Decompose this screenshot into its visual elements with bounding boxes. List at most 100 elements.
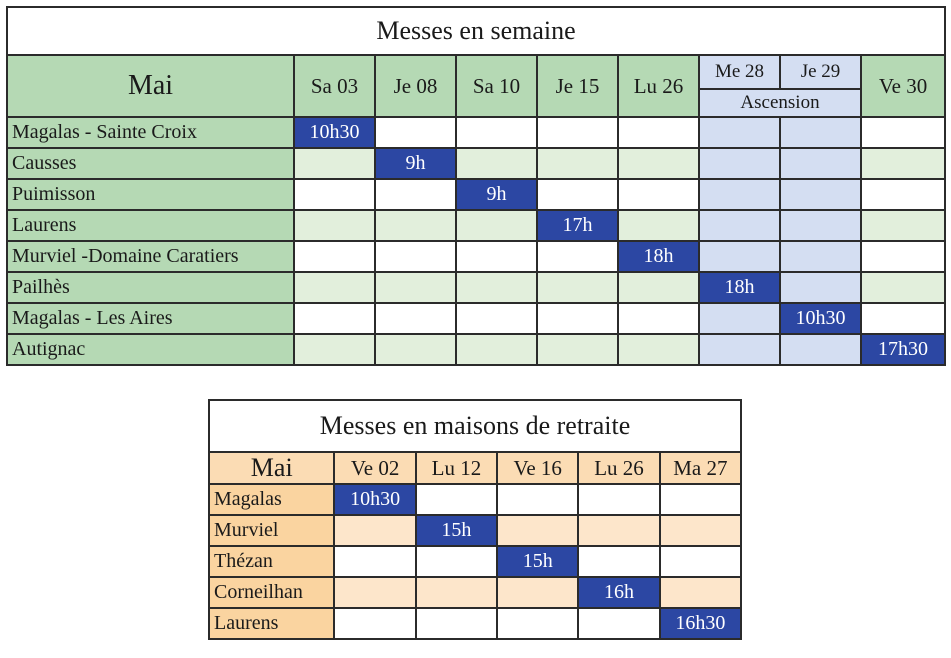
schedule-cell [658, 483, 743, 516]
schedule-cell [374, 240, 457, 273]
day-header: Ve 02 [333, 451, 417, 485]
location-label: Laurens [207, 607, 336, 640]
schedule-cell [414, 607, 499, 640]
day-header: Lu 12 [414, 451, 499, 485]
location-label: Puimisson [6, 178, 295, 211]
schedule-cell [698, 333, 781, 366]
schedule-cell [779, 333, 862, 366]
table-row: Laurens 17h [6, 209, 947, 242]
schedule-cell [374, 116, 457, 149]
schedule-cell [577, 514, 661, 547]
schedule-cell: 17h30 [859, 333, 947, 366]
schedule-cell [496, 514, 580, 547]
schedule-cell [496, 607, 580, 640]
day-header: Je 08 [374, 54, 457, 118]
schedule-cell: 10h30 [293, 116, 376, 149]
schedule-cell [293, 178, 376, 211]
schedule-cell [293, 271, 376, 304]
schedule-cell [577, 545, 661, 578]
schedule-cell [333, 576, 417, 609]
schedule-cell: 15h [496, 545, 580, 578]
schedule-cell [455, 302, 538, 335]
schedule-cell [333, 514, 417, 547]
schedule-cell [536, 240, 619, 273]
schedule-cell [859, 209, 947, 242]
day-header: Lu 26 [617, 54, 700, 118]
schedule-cell [455, 209, 538, 242]
schedule-cell [414, 545, 499, 578]
table-row: Murviel 15h [207, 514, 743, 547]
schedule-cell [859, 271, 947, 304]
schedule-cell [333, 545, 417, 578]
schedule-cell [536, 333, 619, 366]
table-row: Laurens 16h30 [207, 607, 743, 640]
schedule-cell [293, 147, 376, 180]
schedule-cell [293, 240, 376, 273]
table-row: Magalas - Sainte Croix 10h30 [6, 116, 947, 149]
schedule-cell [374, 271, 457, 304]
schedule-cell [617, 209, 700, 242]
schedule-cell [698, 240, 781, 273]
schedule-cell [455, 271, 538, 304]
location-label: Thézan [207, 545, 336, 578]
day-header: Je 15 [536, 54, 619, 118]
table-row: Pailhès 18h [6, 271, 947, 304]
table-row: Corneilhan 16h [207, 576, 743, 609]
location-label: Pailhès [6, 271, 295, 304]
schedule-cell [859, 116, 947, 149]
table-row: Thézan 15h [207, 545, 743, 578]
schedule-cell: 9h [455, 178, 538, 211]
schedule-cell [496, 483, 580, 516]
retirement-home-mass-table: Messes en maisons de retraite Mai Ve 02 … [207, 399, 743, 640]
table-row: Puimisson 9h [6, 178, 947, 211]
location-label: Corneilhan [207, 576, 336, 609]
schedule-cell [617, 147, 700, 180]
schedule-cell [698, 302, 781, 335]
schedule-cell: 16h30 [658, 607, 743, 640]
location-label: Murviel -Domaine Caratiers [6, 240, 295, 273]
schedule-cell [455, 116, 538, 149]
schedule-cell [414, 483, 499, 516]
schedule-cell [577, 483, 661, 516]
day-header: Sa 10 [455, 54, 538, 118]
day-header: Ve 16 [496, 451, 580, 485]
schedule-cell [779, 178, 862, 211]
schedule-cell: 16h [577, 576, 661, 609]
ascension-label: Ascension [698, 88, 862, 118]
schedule-cell [496, 576, 580, 609]
schedule-cell [779, 116, 862, 149]
day-header: Sa 03 [293, 54, 376, 118]
schedule-cell: 18h [698, 271, 781, 304]
schedule-cell [779, 147, 862, 180]
location-label: Magalas - Sainte Croix [6, 116, 295, 149]
schedule-cell [374, 209, 457, 242]
day-header: Je 29 [779, 54, 862, 90]
day-header: Lu 26 [577, 451, 661, 485]
schedule-cell: 15h [414, 514, 499, 547]
schedule-cell [698, 178, 781, 211]
schedule-cell [617, 302, 700, 335]
location-label: Magalas [207, 483, 336, 516]
table-row: Causses 9h [6, 147, 947, 180]
schedule-cell [293, 333, 376, 366]
schedule-cell [293, 302, 376, 335]
schedule-cell [658, 576, 743, 609]
schedule-cell [779, 271, 862, 304]
location-label: Magalas - Les Aires [6, 302, 295, 335]
schedule-cell [536, 178, 619, 211]
schedule-cell [859, 302, 947, 335]
schedule-cell [617, 271, 700, 304]
table-row: Autignac 17h30 [6, 333, 947, 366]
schedule-cell [333, 607, 417, 640]
schedule-cell [779, 209, 862, 242]
table-title: Messes en maisons de retraite [208, 399, 742, 453]
day-header: Me 28 [698, 54, 781, 90]
month-header: Mai [6, 54, 295, 118]
schedule-cell [536, 147, 619, 180]
day-header: Ma 27 [658, 451, 743, 485]
schedule-cell [698, 147, 781, 180]
table-row: Murviel -Domaine Caratiers 18h [6, 240, 947, 273]
schedule-cell [617, 116, 700, 149]
schedule-cell [617, 178, 700, 211]
schedule-cell [293, 209, 376, 242]
